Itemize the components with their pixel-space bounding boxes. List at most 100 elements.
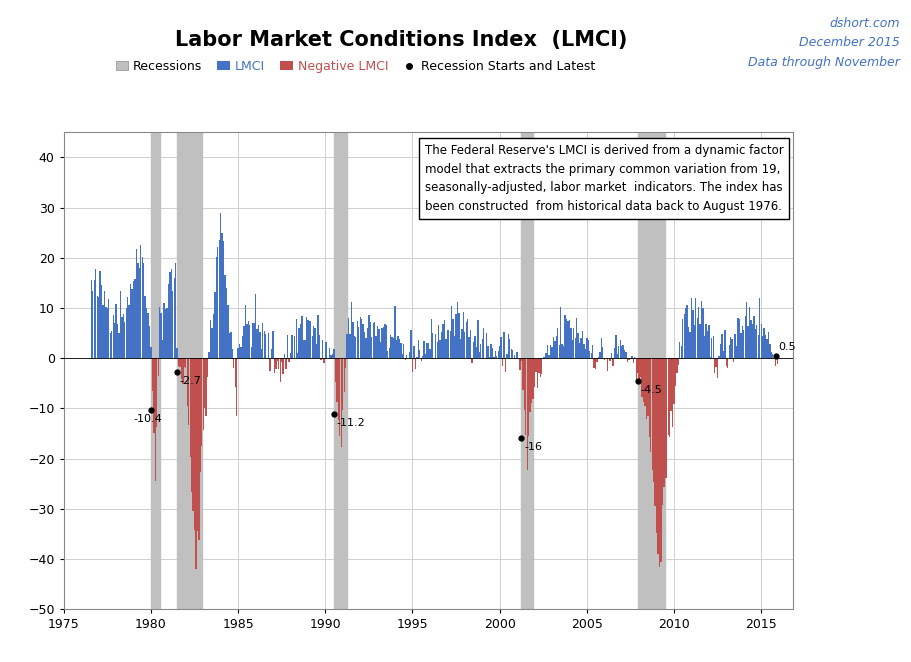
Bar [499, 346, 500, 358]
Bar [660, 358, 661, 562]
Bar [631, 355, 632, 358]
Bar [239, 344, 241, 358]
Bar [384, 324, 385, 358]
Bar [204, 358, 205, 408]
Bar [527, 358, 528, 470]
Bar [512, 350, 514, 358]
Bar [612, 358, 614, 367]
Bar [525, 358, 527, 435]
Bar [661, 358, 663, 505]
Bar [173, 277, 175, 358]
Bar [560, 307, 561, 358]
Bar [486, 334, 487, 358]
Bar [607, 358, 608, 371]
Bar [653, 358, 654, 482]
Bar [629, 358, 630, 359]
Bar [317, 314, 319, 358]
Bar [167, 308, 168, 358]
Bar [243, 326, 245, 358]
Bar [717, 358, 718, 378]
Bar [229, 333, 230, 358]
Bar [130, 284, 131, 358]
Bar [395, 340, 397, 358]
Bar [771, 352, 772, 358]
Bar [368, 315, 370, 358]
Bar [109, 333, 111, 358]
Bar [773, 355, 775, 358]
Bar [668, 358, 669, 435]
Bar [226, 288, 227, 358]
Bar [467, 319, 468, 358]
Bar [268, 332, 270, 358]
Bar [406, 355, 407, 358]
Bar [504, 332, 505, 358]
Bar [245, 305, 246, 358]
Bar [524, 358, 525, 410]
Bar [380, 342, 381, 358]
Bar [630, 358, 631, 359]
Bar [424, 341, 425, 358]
Bar [690, 332, 691, 358]
Bar [532, 358, 534, 399]
Bar [278, 358, 280, 369]
Bar [170, 269, 172, 358]
Bar [213, 314, 214, 358]
Bar [141, 257, 143, 358]
Bar [556, 336, 557, 358]
Bar [740, 333, 742, 358]
Bar [221, 234, 223, 358]
Bar [421, 358, 422, 361]
Bar [727, 358, 729, 368]
Bar [415, 358, 416, 369]
Bar [217, 247, 219, 358]
Bar [432, 333, 434, 358]
Bar [704, 336, 705, 358]
Bar [544, 357, 546, 358]
Bar [600, 338, 602, 358]
Bar [355, 337, 356, 358]
Bar [98, 297, 99, 358]
Bar [361, 319, 363, 358]
Bar [260, 332, 261, 358]
Bar [759, 297, 761, 358]
Bar [654, 358, 656, 506]
Bar [248, 322, 249, 358]
Bar [448, 330, 449, 358]
Text: 0.5: 0.5 [778, 342, 796, 352]
Bar [392, 337, 393, 358]
Bar [446, 330, 448, 358]
Bar [697, 318, 698, 358]
Bar [536, 358, 537, 372]
Bar [665, 358, 666, 478]
Bar [138, 269, 140, 358]
Bar [422, 356, 424, 358]
Bar [553, 337, 554, 358]
Bar [495, 351, 496, 358]
Bar [692, 310, 693, 358]
Bar [698, 307, 700, 358]
Bar [400, 343, 402, 358]
Bar [288, 358, 290, 361]
Bar [417, 340, 419, 358]
Bar [528, 358, 529, 436]
Bar [128, 305, 130, 358]
Bar [708, 325, 710, 358]
Bar [768, 332, 769, 358]
Bar [153, 358, 155, 433]
Bar [775, 358, 776, 366]
Bar [570, 328, 571, 358]
Bar [290, 353, 292, 358]
Bar [309, 321, 310, 358]
Bar [158, 358, 159, 375]
Bar [409, 352, 410, 358]
Bar [656, 358, 657, 534]
Bar [715, 358, 717, 367]
Bar [701, 301, 702, 358]
Text: -11.2: -11.2 [337, 418, 365, 428]
Bar [211, 328, 212, 358]
Bar [410, 330, 412, 358]
Bar [565, 315, 566, 358]
Bar [274, 358, 275, 373]
Bar [726, 358, 727, 366]
Bar [220, 213, 221, 358]
